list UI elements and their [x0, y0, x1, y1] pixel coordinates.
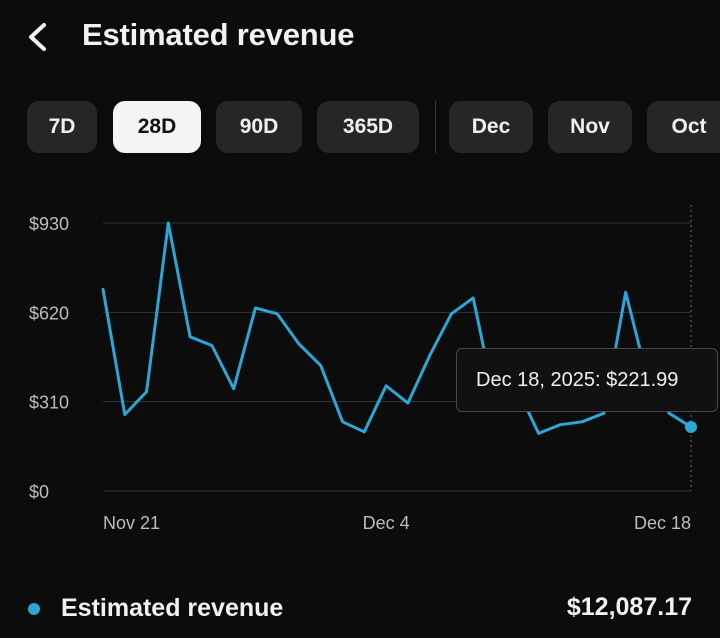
- legend-label: Estimated revenue: [61, 594, 284, 622]
- chart-tooltip: Dec 18, 2025: $221.99: [456, 348, 718, 412]
- chevron-left-icon: [29, 23, 46, 51]
- x-tick-label: Nov 21: [103, 513, 160, 533]
- page-title: Estimated revenue: [82, 17, 355, 52]
- revenue-line-chart[interactable]: $0 $310 $620 $930 Nov 21 Dec 4 Dec 18: [0, 195, 720, 545]
- legend: Estimated revenue $12,087.17: [0, 585, 720, 633]
- filter-chip-oct[interactable]: Oct: [647, 101, 720, 153]
- series-line: [101, 221, 693, 435]
- y-tick-label: $620: [29, 303, 69, 323]
- time-range-filters: 7D 28D 90D 365D Dec Nov Oct: [27, 101, 720, 153]
- filter-chip-90d[interactable]: 90D: [216, 101, 302, 153]
- x-tick-label: Dec 18: [634, 513, 691, 533]
- header: Estimated revenue: [0, 0, 720, 78]
- y-tick-label: $930: [29, 214, 69, 234]
- filter-chip-365d[interactable]: 365D: [317, 101, 419, 153]
- filter-chip-nov[interactable]: Nov: [548, 101, 632, 153]
- legend-dot: [28, 603, 40, 615]
- filter-chip-7d[interactable]: 7D: [27, 101, 97, 153]
- highlighted-data-point: [685, 421, 697, 434]
- filter-chip-28d[interactable]: 28D: [113, 101, 201, 153]
- y-tick-label: $310: [29, 393, 69, 413]
- back-button[interactable]: [22, 20, 56, 54]
- filter-divider: [435, 101, 436, 153]
- tooltip-text: Dec 18, 2025: $221.99: [476, 368, 679, 391]
- filter-chip-dec[interactable]: Dec: [449, 101, 533, 153]
- revenue-chart[interactable]: $0 $310 $620 $930 Nov 21 Dec 4 Dec 18: [0, 195, 720, 545]
- y-tick-label: $0: [29, 482, 49, 502]
- x-tick-label: Dec 4: [363, 513, 410, 533]
- legend-total-value: $12,087.17: [566, 593, 692, 621]
